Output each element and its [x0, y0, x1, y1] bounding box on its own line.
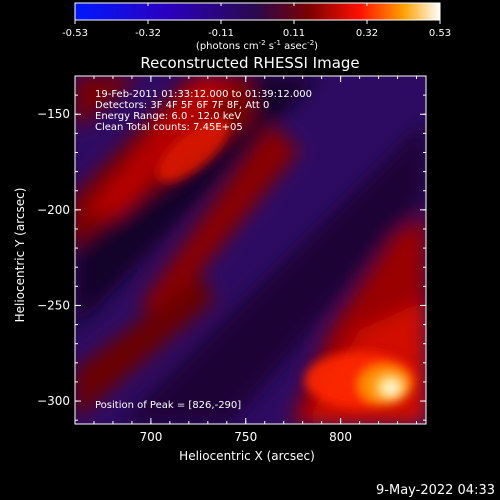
y-tick-label: −250 [37, 298, 70, 312]
info-line: Detectors: 3F 4F 5F 6F 7F 8F, Att 0 [95, 100, 269, 111]
x-tick-label: 800 [329, 430, 352, 444]
colorbar-tick-label: 0.32 [356, 28, 378, 39]
x-tick-label: 750 [234, 430, 257, 444]
info-line: 19-Feb-2011 01:33:12.000 to 01:39:12.000 [95, 89, 312, 100]
observation-info: 19-Feb-2011 01:33:12.000 to 01:39:12.000… [95, 89, 312, 133]
colorbar-tick-label: -0.53 [62, 28, 88, 39]
peak-position-label: Position of Peak = [826,-290] [95, 400, 241, 411]
y-tick-label: −300 [37, 394, 70, 408]
y-axis-label: Heliocentric Y (arcsec) [13, 188, 27, 323]
colorbar-tick-label: -0.32 [135, 28, 161, 39]
rhessi-image [75, 76, 426, 424]
colorbar-tick-label: -0.11 [208, 28, 234, 39]
y-axis: −150 −200 −250 −300 [37, 75, 426, 421]
x-tick-label: 700 [139, 430, 162, 444]
colorbar-unit-label: (photons cm-2 s-1 asec-2) [196, 39, 318, 52]
x-axis: 700 750 800 [93, 76, 418, 444]
y-tick-label: −200 [37, 203, 70, 217]
y-tick-label: −150 [37, 107, 70, 121]
colorbar-tick-label: 0.11 [283, 28, 305, 39]
colorbar [75, 3, 440, 20]
colorbar-frame [74, 2, 441, 21]
plot-frame [74, 75, 427, 425]
x-axis-label: Heliocentric X (arcsec) [179, 449, 315, 463]
info-line: Clean Total counts: 7.45E+05 [95, 122, 243, 133]
colorbar-tick-label: 0.53 [429, 28, 451, 39]
colorbar-ticks: -0.53 -0.32 -0.11 0.11 0.32 0.53 [62, 3, 451, 39]
info-line: Energy Range: 6.0 - 12.0 keV [95, 111, 241, 122]
plot-title: Reconstructed RHESSI Image [140, 54, 359, 72]
generation-timestamp: 9-May-2022 04:33 [376, 483, 495, 498]
